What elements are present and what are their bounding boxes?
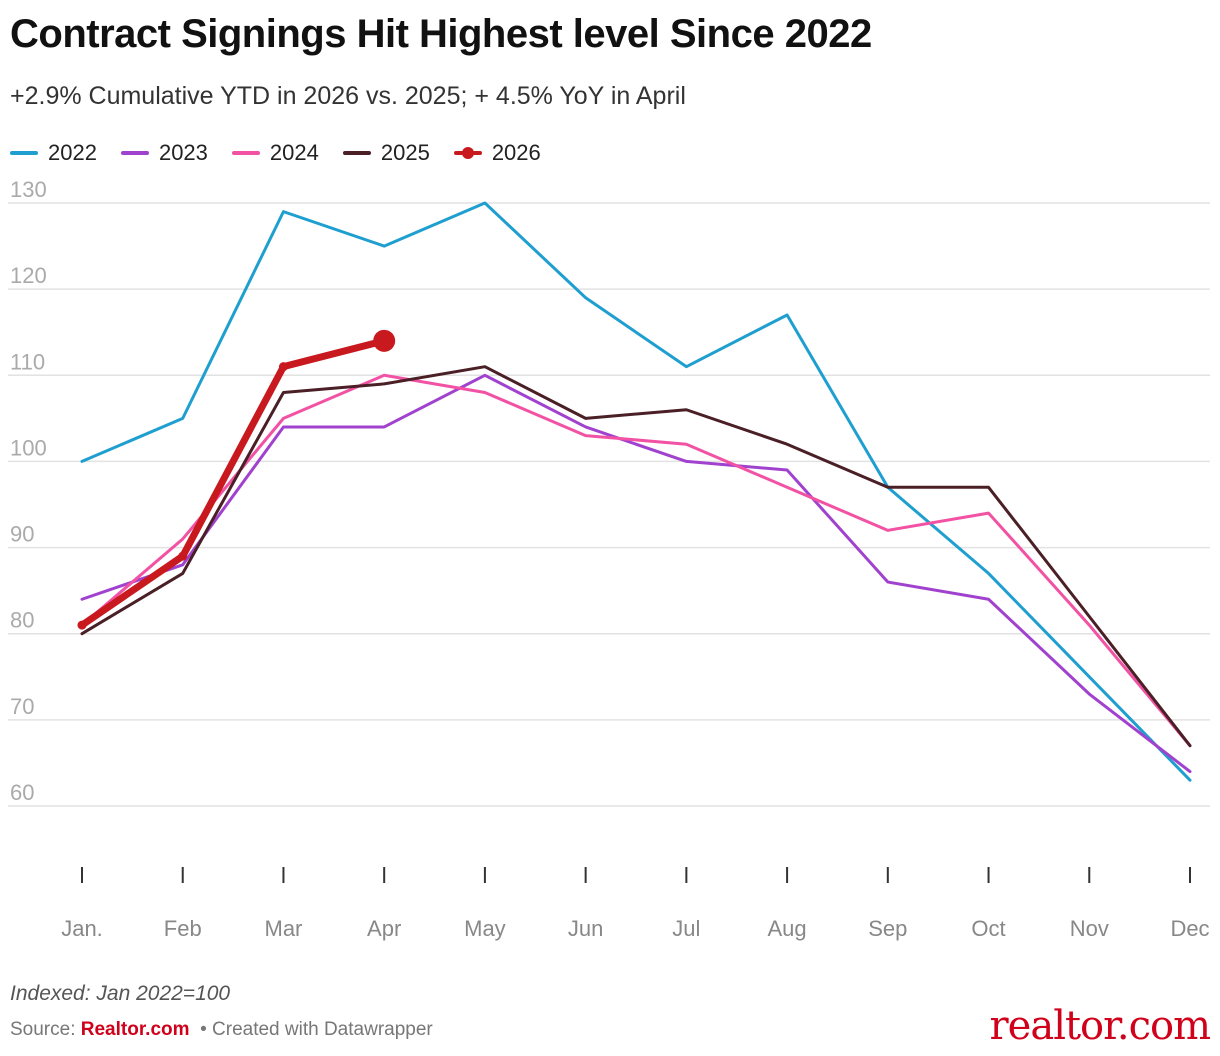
x-tick-label-1: Feb [164,916,202,941]
legend-label-2023: 2023 [158,140,208,165]
x-tick-label-0: Jan. [61,916,103,941]
series-line-2023 [80,373,1192,774]
legend-item-2026: 2026 [453,140,541,166]
legend-item-2023: 2023 [120,140,208,166]
series-point-2026-2 [278,362,288,372]
x-tick-label-5: Jun [568,916,603,941]
series-point-2026-3 [373,329,396,352]
x-tick-label-2: Mar [265,916,303,941]
chart-legend: 2022 2023 2024 2025 2026 [10,138,565,168]
y-tick-label-70: 70 [10,694,34,719]
realtor-logo: realtor.com [989,1003,1211,1049]
created-with-text: • Created with Datawrapper [200,1019,433,1040]
x-tick-label-3: Apr [367,916,401,941]
legend-label-2025: 2025 [380,140,430,165]
x-tick-label-4: May [464,916,506,941]
legend-item-2025: 2025 [342,140,430,166]
y-tick-label-60: 60 [10,780,34,805]
legend-item-2024: 2024 [231,140,319,166]
y-tick-label-110: 110 [10,349,45,374]
x-tick-label-7: Aug [768,916,807,941]
line-chart: 60 70 80 90 100 110 120 130 Jan. Feb Mar Apr May Jun J… [8,177,1210,941]
source-line: Source: Realtor.com • Created with Dataw… [10,1019,433,1041]
y-tick-label-130: 130 [10,177,47,202]
series-line-2026 [78,337,388,629]
x-tick-label-8: Sep [868,916,907,941]
source-label: Source: [10,1019,76,1040]
series-line-2025 [80,365,1192,748]
legend-label-2024: 2024 [269,140,319,165]
x-tick-label-9: Oct [971,916,1005,941]
legend-item-2022: 2022 [10,140,97,166]
chart-title: Contract Signings Hit Highest level Sinc… [10,12,872,56]
legend-swatch-2026 [453,147,482,159]
series-line-2022 [80,201,1192,782]
series-point-2026-0 [77,620,87,630]
y-tick-label-90: 90 [10,522,34,547]
y-tick-label-120: 120 [10,263,47,288]
x-tick-label-10: Nov [1070,916,1109,941]
legend-swatch-2022 [10,151,38,155]
index-note: Indexed: Jan 2022=100 [10,982,231,1005]
y-tick-label-80: 80 [10,608,34,633]
legend-swatch-2025 [342,151,371,155]
chart-subtitle: +2.9% Cumulative YTD in 2026 vs. 2025; +… [10,82,686,110]
legend-label-2022: 2022 [48,140,97,165]
legend-label-2026: 2026 [491,140,541,165]
x-tick-label-11: Dec [1170,916,1209,941]
legend-swatch-2024 [231,151,260,155]
series-point-2026-1 [178,551,188,561]
legend-swatch-2023 [120,151,149,155]
series-line-2024 [80,373,1192,748]
source-link[interactable]: Realtor.com [80,1019,190,1040]
x-tick-label-6: Jul [672,916,700,941]
y-tick-label-100: 100 [10,435,47,460]
